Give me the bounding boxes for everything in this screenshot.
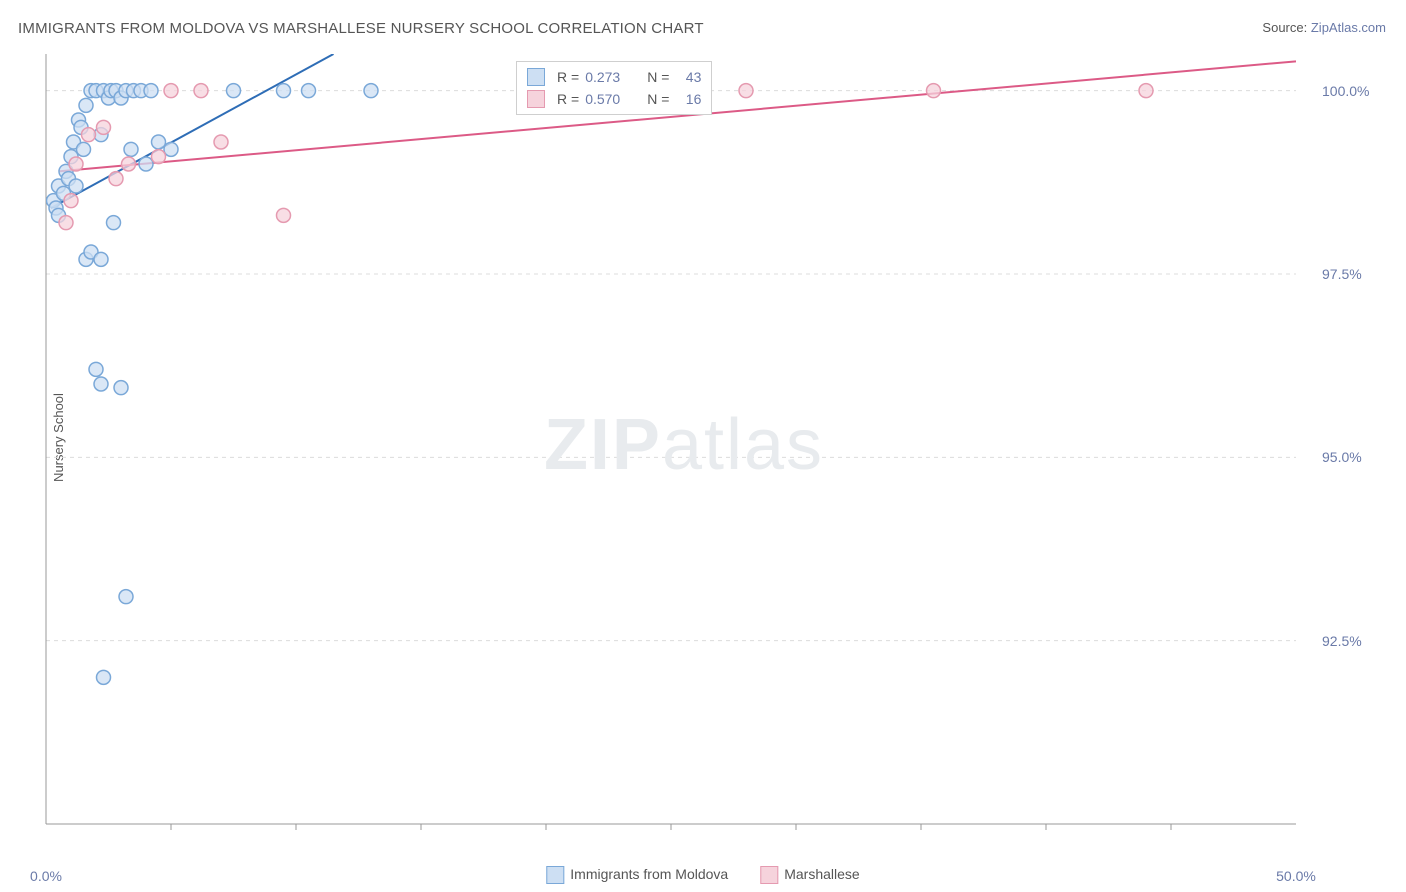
legend-swatch xyxy=(760,866,778,884)
scatter-plot xyxy=(44,50,1324,840)
bottom-legend: Immigrants from Moldova Marshallese xyxy=(546,866,859,884)
stat-r-label: R = xyxy=(557,69,579,85)
y-tick-label: 100.0% xyxy=(1322,83,1382,99)
stat-n-label: N = xyxy=(647,69,669,85)
y-tick-label: 95.0% xyxy=(1322,449,1382,465)
stat-r-value: 0.570 xyxy=(585,91,631,107)
stat-row: R = 0.570 N = 16 xyxy=(527,88,701,110)
chart-area: ZIPatlas R =0.273N =43R =0.570N =16 xyxy=(44,50,1324,840)
correlation-stats-box: R = 0.273 N = 43 R = 0.570 N = 16 xyxy=(516,61,712,115)
chart-title: IMMIGRANTS FROM MOLDOVA VS MARSHALLESE N… xyxy=(18,20,704,37)
y-tick-label: 92.5% xyxy=(1322,633,1382,649)
stat-r-label: R = xyxy=(557,91,579,107)
y-tick-label: 97.5% xyxy=(1322,266,1382,282)
source-label: Source: xyxy=(1262,20,1307,35)
stat-n-value: 16 xyxy=(675,91,701,107)
source-attribution: Source: ZipAtlas.com xyxy=(1262,20,1386,35)
legend-item: Marshallese xyxy=(760,866,859,884)
legend-swatch xyxy=(546,866,564,884)
stat-row: R = 0.273 N = 43 xyxy=(527,66,701,88)
legend-label: Immigrants from Moldova xyxy=(570,866,728,882)
stat-r-value: 0.273 xyxy=(585,69,631,85)
stat-n-value: 43 xyxy=(675,69,701,85)
x-tick-label: 50.0% xyxy=(1276,868,1316,884)
stat-swatch xyxy=(527,68,545,86)
x-tick-label: 0.0% xyxy=(30,868,62,884)
stat-swatch xyxy=(527,90,545,108)
source-link[interactable]: ZipAtlas.com xyxy=(1311,20,1386,35)
stat-n-label: N = xyxy=(647,91,669,107)
legend-item: Immigrants from Moldova xyxy=(546,866,728,884)
legend-label: Marshallese xyxy=(784,866,859,882)
